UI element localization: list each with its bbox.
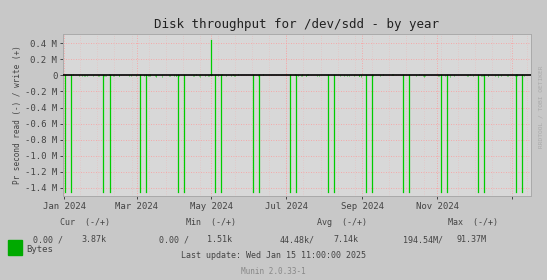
Text: 44.48k/: 44.48k/ <box>280 235 315 244</box>
Text: Cur  (-/+): Cur (-/+) <box>60 218 110 227</box>
Text: Bytes: Bytes <box>26 245 53 254</box>
Y-axis label: Pr second read (-) / write (+): Pr second read (-) / write (+) <box>13 45 22 184</box>
Title: Disk throughput for /dev/sdd - by year: Disk throughput for /dev/sdd - by year <box>154 18 439 31</box>
Text: 91.37M: 91.37M <box>457 235 487 244</box>
Text: 7.14k: 7.14k <box>333 235 358 244</box>
Text: Last update: Wed Jan 15 11:00:00 2025: Last update: Wed Jan 15 11:00:00 2025 <box>181 251 366 260</box>
Text: Avg  (-/+): Avg (-/+) <box>317 218 367 227</box>
Text: RRDTOOL / TOBI OETIKER: RRDTOOL / TOBI OETIKER <box>538 65 543 148</box>
Text: 194.54M/: 194.54M/ <box>403 235 443 244</box>
Text: 0.00 /: 0.00 / <box>33 235 63 244</box>
Text: 0.00 /: 0.00 / <box>159 235 189 244</box>
Text: Munin 2.0.33-1: Munin 2.0.33-1 <box>241 267 306 276</box>
Text: 1.51k: 1.51k <box>207 235 232 244</box>
Text: Max  (-/+): Max (-/+) <box>448 218 498 227</box>
Text: 3.87k: 3.87k <box>82 235 107 244</box>
Text: Min  (-/+): Min (-/+) <box>185 218 236 227</box>
